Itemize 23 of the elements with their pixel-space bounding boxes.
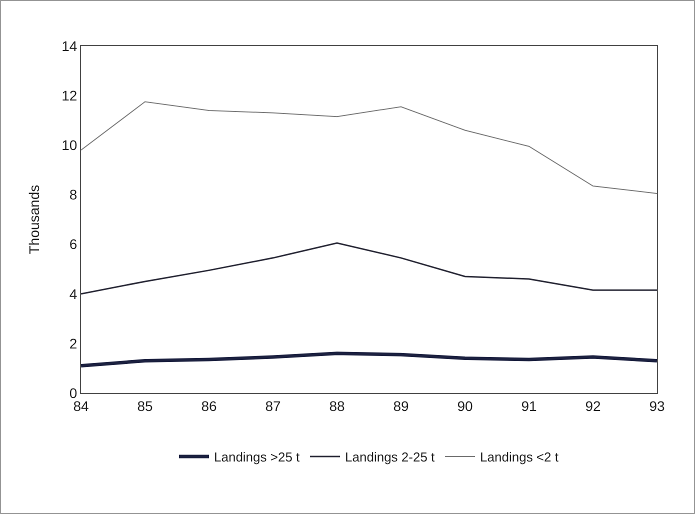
x-tick-label: 86 <box>201 398 217 414</box>
legend-label: Landings 2-25 t <box>345 450 436 465</box>
y-tick-label: 4 <box>69 286 78 302</box>
line-series <box>81 352 657 368</box>
x-tick-label: 90 <box>457 398 473 414</box>
y-tick-label: 10 <box>62 137 78 154</box>
y-tick-label: 2 <box>69 335 78 352</box>
legend-label: Landings >25 t <box>214 450 300 465</box>
x-tick-label: 88 <box>329 398 345 414</box>
x-tick-label: 89 <box>393 398 409 414</box>
x-tick-label: 92 <box>585 398 601 414</box>
x-tick-label: 85 <box>137 398 153 414</box>
y-tick-label: 8 <box>69 186 78 203</box>
x-tick-label: 93 <box>649 398 665 414</box>
y-axis-title: Thousands <box>26 184 42 254</box>
x-tick-label: 91 <box>521 398 537 414</box>
y-tick-label: 6 <box>69 236 78 252</box>
x-tick-label: 87 <box>265 398 281 414</box>
y-tick-label: 12 <box>62 87 78 104</box>
line-series <box>81 101 657 194</box>
legend-label: Landings <2 t <box>480 450 559 465</box>
line-series <box>81 242 657 295</box>
y-tick-label: 14 <box>62 38 78 54</box>
